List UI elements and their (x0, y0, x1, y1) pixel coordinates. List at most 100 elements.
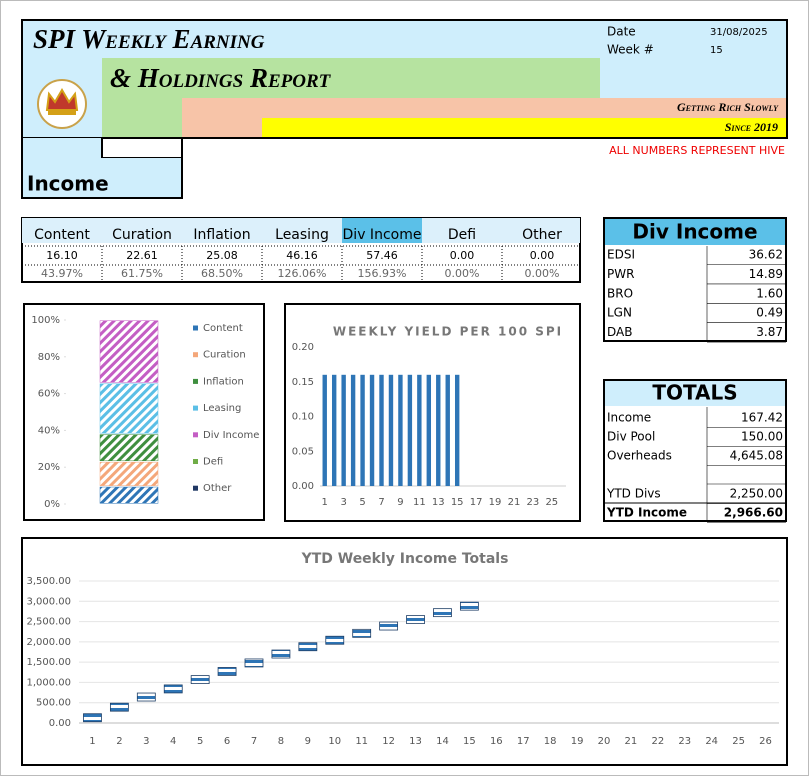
legend-label: Curation (203, 350, 246, 361)
bar (407, 374, 413, 486)
marker (379, 621, 399, 631)
totals-header (605, 381, 785, 406)
marker (325, 635, 345, 645)
x-tick-label: 14 (436, 736, 449, 747)
div-income-header (605, 219, 785, 245)
x-tick-label: 6 (224, 736, 230, 747)
cell: 68.50% (201, 267, 243, 280)
x-tick-label: 21 (508, 497, 521, 508)
x-tick-label: 18 (544, 736, 557, 747)
row-label: BRO (607, 286, 633, 300)
x-tick-label: 15 (463, 736, 476, 747)
x-tick-label: 19 (489, 497, 502, 508)
x-tick-label: 5 (197, 736, 203, 747)
row-value: 150.00 (741, 430, 783, 444)
marker (136, 692, 156, 702)
tagline: Getting Rich Slowly (677, 100, 779, 114)
cell: 0.00% (525, 267, 560, 280)
x-tick-label: 5 (359, 497, 365, 508)
salmon-band-2 (182, 118, 262, 138)
x-tick-label: 11 (413, 497, 426, 508)
legend-swatch (193, 485, 198, 491)
marker (109, 702, 129, 712)
y-tick-label: 0.05 (292, 446, 314, 457)
x-tick-label: 3 (143, 736, 149, 747)
x-tick-label: 7 (378, 497, 384, 508)
y-tick-label: 2,000.00 (26, 637, 71, 648)
row-value: 3.87 (756, 325, 783, 339)
cell: 22.61 (126, 249, 158, 262)
x-tick-label: 11 (355, 736, 368, 747)
row-value: 36.62 (749, 248, 783, 262)
y-tick-label: 1,500.00 (26, 657, 71, 668)
week-label: Week # (607, 43, 654, 57)
marker (163, 684, 183, 694)
x-tick-label: 22 (651, 736, 664, 747)
legend-swatch (193, 405, 198, 411)
x-tick-label: 13 (409, 736, 422, 747)
row-label: YTD Income (606, 506, 687, 520)
marker (406, 615, 425, 624)
cell: 43.97% (41, 267, 83, 280)
y-tick-label: 3,500.00 (26, 576, 71, 587)
income-box (22, 158, 182, 198)
y-tick-label: 3,000.00 (26, 596, 71, 607)
column-header: Content (34, 227, 90, 243)
row-label: Income (607, 411, 651, 425)
row-label: LGN (607, 306, 632, 320)
y-tick-label: 0.15 (292, 377, 314, 388)
legend-swatch (193, 325, 198, 331)
column-header: Leasing (275, 227, 329, 243)
x-tick-label: 21 (625, 736, 638, 747)
cell: 0.00% (445, 267, 480, 280)
y-tick-label: 40% (38, 425, 60, 436)
bar (417, 374, 422, 486)
bar (369, 374, 375, 486)
bar (426, 374, 432, 486)
row-label: YTD Divs (606, 487, 661, 501)
column-header: Div Income (343, 227, 422, 243)
marker (190, 675, 210, 684)
x-tick-label: 1 (89, 736, 95, 747)
legend-label: Leasing (203, 403, 241, 414)
row-label: Overheads (607, 449, 672, 463)
y-tick-label: 80% (38, 352, 60, 363)
bar (398, 374, 403, 486)
x-tick-label: 25 (545, 497, 558, 508)
x-tick-label: 17 (517, 736, 530, 747)
bar (379, 374, 384, 486)
y-tick-label: 0.00 (292, 481, 314, 492)
income-box-border (21, 138, 183, 199)
bar (436, 374, 441, 486)
date-label: Date (607, 25, 636, 39)
legend-swatch (193, 378, 198, 384)
row-label: PWR (607, 267, 634, 281)
bar-segment (99, 320, 159, 383)
cell: 156.93% (358, 267, 407, 280)
y-tick-label: 0.00 (49, 718, 71, 729)
legend-label: Content (203, 323, 243, 334)
x-tick-label: 23 (678, 736, 691, 747)
marker (217, 667, 237, 676)
row-value: 0.49 (756, 306, 783, 320)
salmon-band (182, 98, 787, 118)
x-tick-label: 4 (170, 736, 176, 747)
x-tick-label: 26 (759, 736, 772, 747)
note: ALL NUMBERS REPRESENT HIVE (609, 144, 785, 157)
income-table-header (22, 218, 580, 243)
y-tick-label: 500.00 (36, 698, 71, 709)
x-tick-label: 24 (705, 736, 718, 747)
x-tick-label: 19 (571, 736, 584, 747)
x-tick-label: 9 (305, 736, 311, 747)
legend-swatch (193, 432, 198, 438)
y-tick-label: 0.20 (292, 342, 314, 353)
x-tick-label: 16 (490, 736, 503, 747)
bar (350, 374, 356, 486)
x-tick-label: 1 (322, 497, 328, 508)
row-label: DAB (607, 325, 632, 339)
x-tick-label: 25 (732, 736, 745, 747)
totals-title: TOTALS (652, 381, 737, 405)
row-value: 167.42 (741, 411, 783, 425)
y-tick-label: 0.10 (292, 412, 314, 423)
legend-label: Other (203, 483, 232, 494)
